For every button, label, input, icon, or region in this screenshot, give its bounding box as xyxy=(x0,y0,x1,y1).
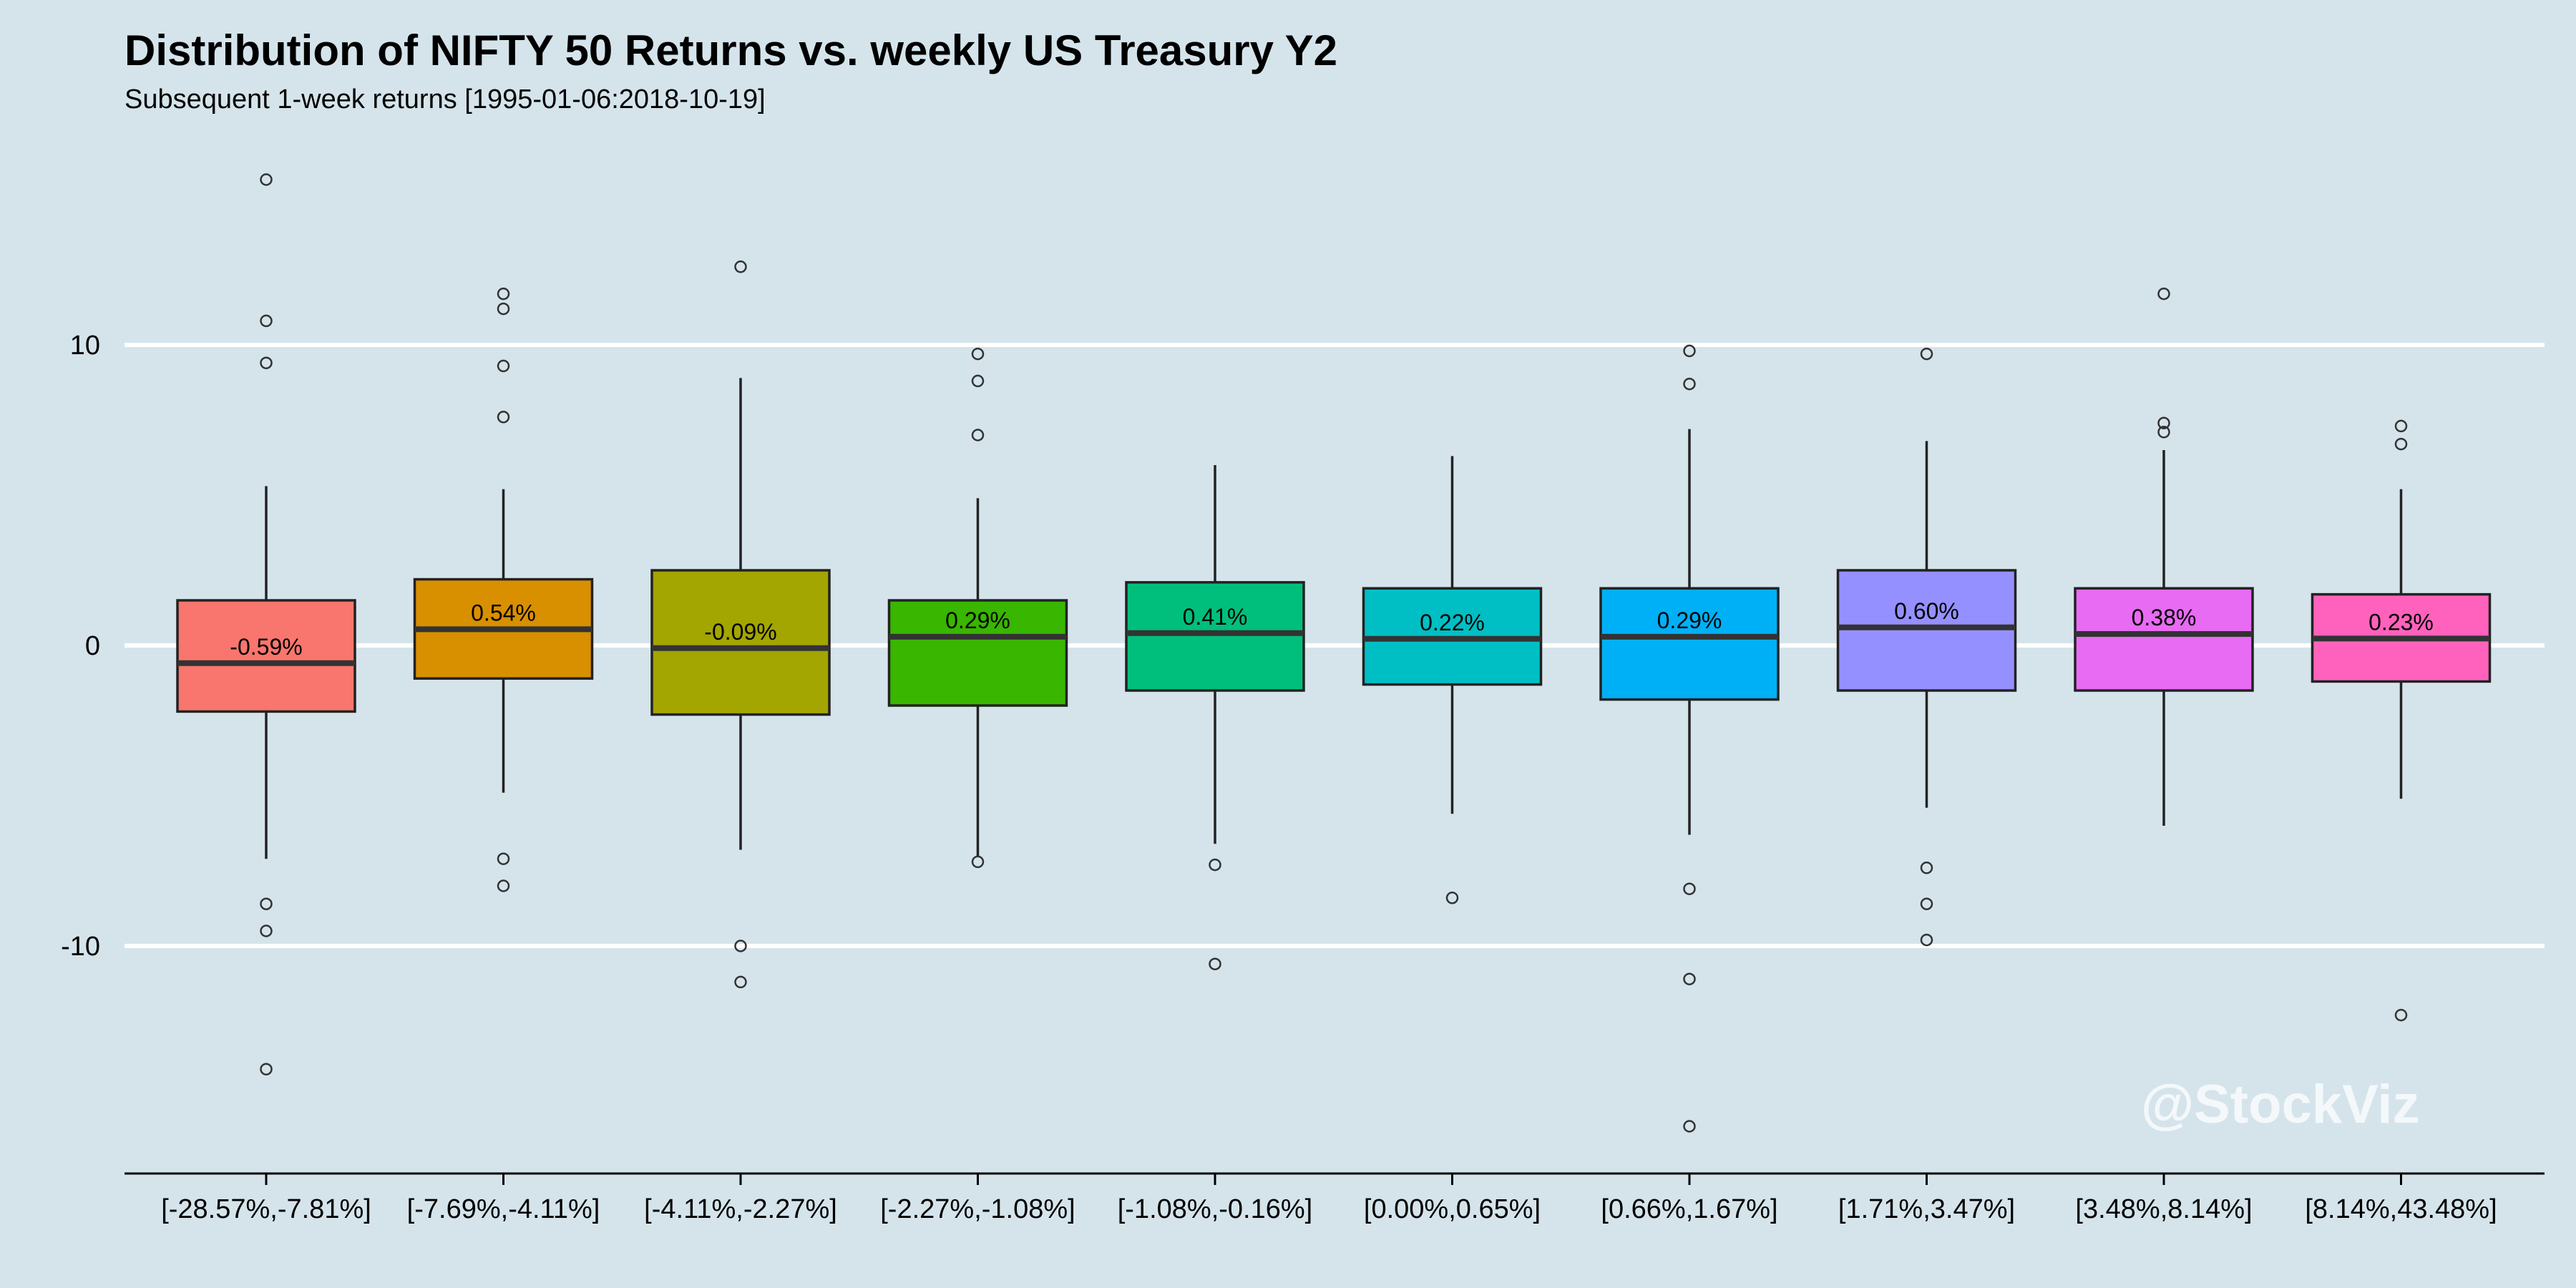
outlier-point xyxy=(260,897,273,910)
y-tick-label: 10 xyxy=(70,331,100,361)
outlier-point xyxy=(497,287,510,301)
x-tick-label: [1.71%,3.47%] xyxy=(1838,1194,2015,1224)
outlier-point xyxy=(734,940,747,952)
x-tick-label: [-7.69%,-4.11%] xyxy=(407,1194,600,1224)
outlier-point xyxy=(260,924,273,937)
box xyxy=(2074,587,2254,692)
x-tick-label: [-28.57%,-7.81%] xyxy=(161,1194,371,1224)
outlier-point xyxy=(1683,972,1696,985)
outlier-point xyxy=(260,1063,273,1075)
outlier-point xyxy=(2394,419,2408,433)
outlier-point xyxy=(734,260,747,273)
outlier-point xyxy=(497,302,510,316)
box xyxy=(176,599,356,713)
x-tick-label: [0.66%,1.67%] xyxy=(1601,1194,1777,1224)
median-label: 0.60% xyxy=(1894,598,1959,624)
outlier-point xyxy=(1445,892,1459,904)
outlier-point xyxy=(1683,882,1696,895)
outlier-point xyxy=(260,314,273,328)
chart-title: Distribution of NIFTY 50 Returns vs. wee… xyxy=(125,26,1337,74)
outlier-point xyxy=(2157,426,2170,439)
x-tick-label: [0.00%,0.65%] xyxy=(1364,1194,1541,1224)
outlier-point xyxy=(1683,344,1696,358)
outlier-point xyxy=(497,359,510,373)
median-label: 0.29% xyxy=(1657,608,1722,633)
box xyxy=(1836,569,2017,692)
x-tick-label: [-4.11%,-2.27%] xyxy=(644,1194,837,1224)
outlier-point xyxy=(1920,347,1933,361)
outlier-point xyxy=(971,855,985,869)
outlier-point xyxy=(1920,862,1933,874)
chart-subtitle: Subsequent 1-week returns [1995-01-06:20… xyxy=(125,84,766,114)
median-label: 0.54% xyxy=(471,600,536,625)
x-tick-label: [-2.27%,-1.08%] xyxy=(880,1194,1075,1224)
x-tick-label: [-1.08%,-0.16%] xyxy=(1118,1194,1312,1224)
outlier-point xyxy=(497,879,510,892)
outlier-point xyxy=(971,374,985,388)
outlier-point xyxy=(1920,933,1933,947)
median-label: 0.41% xyxy=(1183,604,1248,630)
median-label: -0.59% xyxy=(230,634,302,660)
box xyxy=(1125,581,1305,692)
outlier-point xyxy=(2157,416,2170,429)
median-label: -0.09% xyxy=(704,619,776,645)
outlier-point xyxy=(1209,858,1221,872)
outlier-point xyxy=(1683,377,1696,391)
outlier-point xyxy=(971,429,985,441)
outlier-point xyxy=(497,411,510,424)
watermark: @StockViz xyxy=(2141,1074,2420,1135)
outlier-point xyxy=(260,173,273,186)
median-label: 0.23% xyxy=(2368,609,2434,635)
outlier-point xyxy=(2394,437,2408,451)
x-tick-label: [8.14%,43.48%] xyxy=(2305,1194,2497,1224)
outlier-point xyxy=(1683,1120,1696,1133)
box xyxy=(1599,587,1780,701)
outlier-point xyxy=(1209,957,1221,970)
median-label: 0.29% xyxy=(945,608,1010,633)
outlier-point xyxy=(2157,287,2170,301)
outlier-point xyxy=(497,852,510,865)
outlier-point xyxy=(1920,897,1933,910)
median-label: 0.38% xyxy=(2132,605,2197,630)
outlier-point xyxy=(260,356,273,369)
y-tick-label: 0 xyxy=(85,631,100,661)
box xyxy=(887,599,1068,707)
outlier-point xyxy=(971,347,985,361)
box xyxy=(650,569,831,716)
y-tick-label: -10 xyxy=(61,932,100,962)
median-label: 0.22% xyxy=(1420,610,1485,635)
x-tick-label: [3.48%,8.14%] xyxy=(2075,1194,2252,1224)
outlier-point xyxy=(734,975,747,989)
outlier-point xyxy=(2394,1008,2408,1022)
